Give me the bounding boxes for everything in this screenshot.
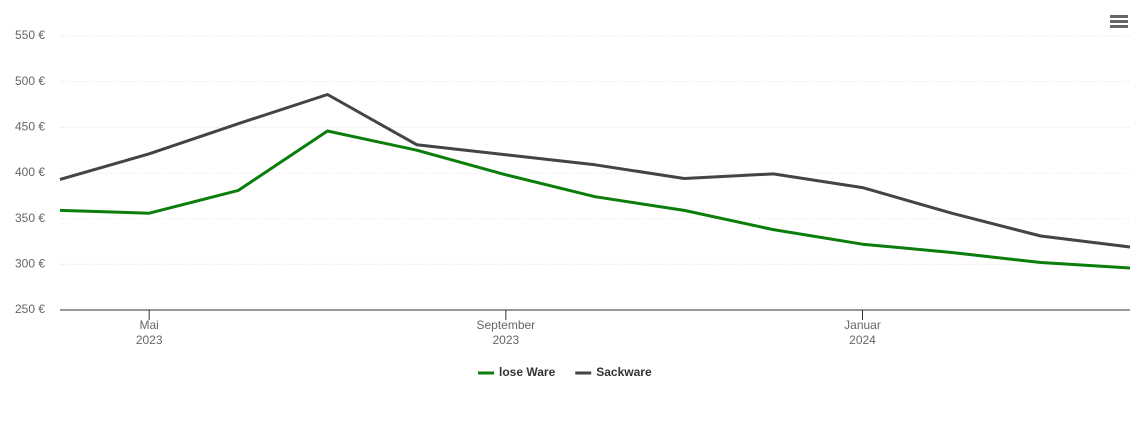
x-tick-label: 2024 [849, 333, 876, 347]
menu-bar [1110, 15, 1128, 18]
legend-label: lose Ware [499, 365, 556, 379]
y-tick-label: 350 € [15, 211, 45, 225]
y-tick-label: 500 € [15, 74, 45, 88]
legend-item[interactable]: lose Ware [478, 365, 556, 379]
y-tick-label: 300 € [15, 257, 45, 271]
y-tick-label: 450 € [15, 120, 45, 134]
menu-bar [1110, 25, 1128, 28]
legend-label: Sackware [596, 365, 652, 379]
menu-bar [1110, 20, 1128, 23]
x-tick-label: September [476, 318, 535, 332]
y-tick-label: 400 € [15, 165, 45, 179]
line-series [59, 93, 1131, 249]
legend-item[interactable]: Sackware [575, 365, 652, 379]
x-tick-label: Mai [139, 318, 158, 332]
x-tick-label: 2023 [492, 333, 519, 347]
y-tick-label: 250 € [15, 302, 45, 316]
legend: lose Ware Sackware [478, 365, 652, 379]
x-tick-label: 2023 [136, 333, 163, 347]
x-tick-label: Januar [844, 318, 881, 332]
y-tick-label: 550 € [15, 28, 45, 42]
menu-button[interactable] [1110, 15, 1128, 28]
line-series [59, 129, 1131, 270]
